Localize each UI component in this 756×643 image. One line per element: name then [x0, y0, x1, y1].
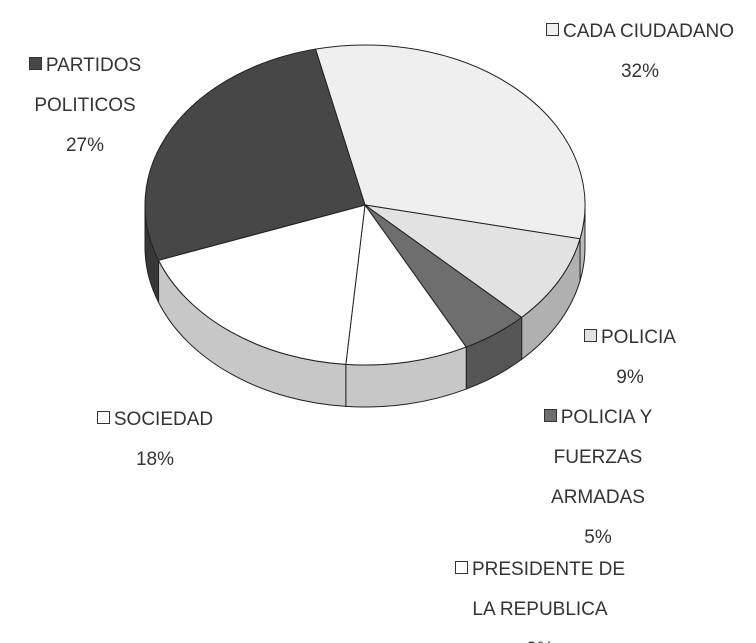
- legend-swatch: [543, 409, 557, 422]
- slice-label: POLICIA 9%: [570, 318, 690, 398]
- value-label: 9%: [445, 630, 635, 643]
- legend-swatch: [28, 57, 42, 70]
- value-label: 27%: [65, 135, 105, 156]
- slice-label: PRESIDENTE DE LA REPUBLICA 9%: [445, 550, 635, 643]
- category-name: POLICIA Y FUERZAS ARMADAS: [551, 407, 653, 508]
- legend-swatch: [545, 23, 559, 36]
- pie-slice: [157, 204, 366, 365]
- slice-label: CADA CIUDADANO 32%: [520, 12, 756, 92]
- value-label: 18%: [135, 449, 175, 470]
- pie-tops: [144, 44, 586, 366]
- legend-swatch: [96, 411, 110, 424]
- slice-label: SOCIEDAD 18%: [70, 400, 240, 480]
- slice-label: PARTIDOS POLITICOS 27%: [5, 46, 165, 166]
- legend-swatch: [454, 561, 468, 574]
- slice-label: POLICIA Y FUERZAS ARMADAS 5%: [536, 398, 661, 558]
- category-name: CADA CIUDADANO: [562, 21, 735, 42]
- category-name: SOCIEDAD: [113, 409, 214, 430]
- category-name: PARTIDOS POLITICOS: [34, 55, 142, 116]
- value-label: 32%: [620, 61, 660, 82]
- pie-slice: [314, 44, 586, 240]
- value-label: 9%: [616, 367, 644, 388]
- pie-slice: [144, 48, 366, 261]
- category-name: PRESIDENTE DE LA REPUBLICA: [471, 559, 626, 620]
- pie-slice: [345, 203, 468, 366]
- pie-slice: [364, 204, 581, 318]
- legend-swatch: [584, 329, 597, 342]
- value-label: 5%: [584, 527, 612, 548]
- category-name: POLICIA: [601, 327, 676, 348]
